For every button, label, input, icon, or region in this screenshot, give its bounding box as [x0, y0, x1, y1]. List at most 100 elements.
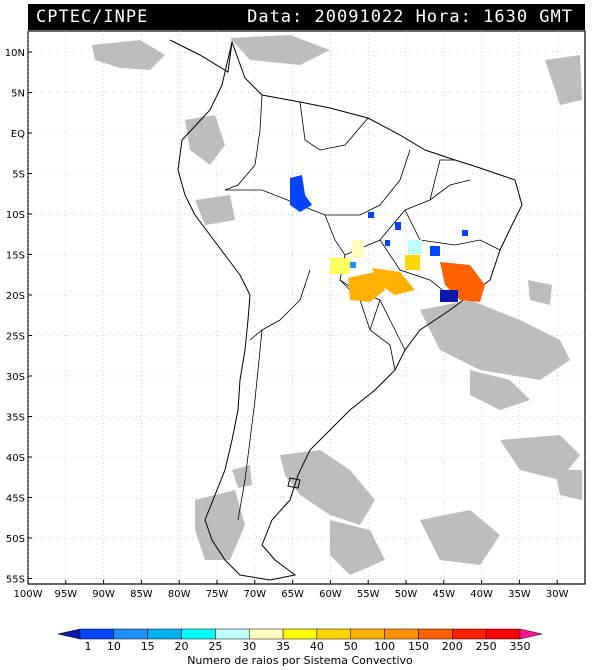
- cloud-region: [195, 490, 245, 560]
- lat-label: 10S: [6, 210, 25, 221]
- cloud-region: [528, 280, 552, 305]
- convective-cell: [290, 175, 312, 212]
- legend-swatch: [79, 628, 115, 640]
- legend-swatch: [181, 628, 216, 640]
- legend-value: 1: [85, 640, 92, 653]
- border: [249, 269, 311, 341]
- legend-value: 200: [442, 640, 463, 653]
- longitude-labels: 100W 95W 90W 85W 80W 75W 70W 65W 60W 55W 50W 45W 40W…: [14, 589, 569, 600]
- map-header: CPTEC/INPE Data: 20091022 Hora: 1630 GMT: [28, 4, 585, 30]
- cloud-region: [185, 115, 225, 165]
- cloud-region: [420, 300, 570, 380]
- lat-label: 50S: [6, 534, 25, 545]
- date-label: Data:: [247, 7, 304, 27]
- cloud-region: [230, 35, 330, 65]
- lat-label: 55S: [6, 575, 25, 586]
- cloud-region: [280, 450, 375, 525]
- convective-cell: [395, 222, 401, 230]
- lon-label: 80W: [168, 589, 191, 600]
- convective-cell: [350, 262, 356, 268]
- lightning-systems: [290, 175, 485, 302]
- convective-cell: [352, 240, 364, 258]
- legend-swatch: [452, 628, 487, 640]
- legend-swatch: [485, 628, 521, 640]
- convective-cell: [430, 246, 440, 256]
- south-america-coast: [177, 40, 523, 581]
- lon-label: 55W: [357, 589, 380, 600]
- convective-cell: [330, 258, 350, 274]
- falklands-coast: [287, 477, 301, 489]
- convective-cell: [368, 212, 374, 218]
- convective-cell: [440, 290, 458, 302]
- legend-value: 25: [208, 640, 222, 653]
- legend-values: 1 10 15 20 25 30 35 40 50 100 150 200 250 350: [85, 640, 531, 653]
- convective-cell: [462, 230, 468, 236]
- lat-label: 45S: [6, 494, 25, 505]
- convective-cell: [385, 240, 390, 246]
- map-frame: [27, 30, 586, 585]
- convective-cell: [348, 272, 385, 302]
- legend-swatch: [418, 628, 453, 640]
- lon-label: 65W: [281, 589, 304, 600]
- border: [224, 94, 263, 191]
- cloud-region: [555, 470, 582, 500]
- lat-label: 35S: [6, 413, 25, 424]
- lon-label: 30W: [546, 589, 569, 600]
- lat-label: 25S: [6, 332, 25, 343]
- state-border: [344, 179, 471, 256]
- legend-value: 100: [374, 640, 395, 653]
- border: [299, 101, 369, 151]
- lon-label: 70W: [243, 589, 266, 600]
- legend-swatch: [57, 628, 81, 640]
- border: [369, 299, 396, 371]
- cloud-region: [500, 435, 580, 480]
- legend-value: 150: [408, 640, 429, 653]
- legend-swatch: [282, 628, 318, 640]
- legend-swatch: [316, 628, 352, 640]
- legend-swatch: [215, 628, 250, 640]
- state-border: [404, 209, 501, 251]
- cloud-region: [330, 520, 385, 575]
- lon-label: 100W: [14, 589, 43, 600]
- lon-label: 35W: [508, 589, 531, 600]
- latitude-labels: 10N 5N EQ 5S 10S 15S 20S 25S 30S 35S 40S 45S 50S 55S: [5, 48, 25, 586]
- legend-swatch: [147, 628, 182, 640]
- lon-label: 85W: [130, 589, 153, 600]
- cloud-cover: [92, 35, 582, 575]
- legend-swatch: [350, 628, 385, 640]
- date-value: 20091022: [314, 7, 405, 27]
- hour-label: Hora:: [415, 7, 472, 27]
- legend-colorbar: [57, 628, 543, 640]
- lat-label: EQ: [11, 129, 25, 140]
- lat-label: 5N: [11, 89, 25, 100]
- timestamp: Data: 20091022 Hora: 1630 GMT: [247, 7, 573, 27]
- legend-value: 250: [476, 640, 497, 653]
- lat-label: 10N: [5, 48, 25, 59]
- convective-cell: [440, 262, 485, 302]
- convective-cell: [372, 268, 415, 295]
- state-border: [325, 149, 411, 216]
- cloud-region: [92, 40, 165, 70]
- lon-label: 60W: [319, 589, 342, 600]
- lat-label: 5S: [12, 170, 25, 181]
- cloud-region: [420, 510, 500, 565]
- convective-cell: [408, 240, 422, 254]
- lon-label: 40W: [470, 589, 493, 600]
- cloud-region: [232, 465, 252, 488]
- cloud-region: [545, 55, 582, 105]
- legend-value: 20: [175, 640, 189, 653]
- legend-value: 10: [107, 640, 121, 653]
- state-border: [429, 159, 455, 201]
- legend-swatch: [113, 628, 148, 640]
- cloud-region: [470, 370, 530, 410]
- coastlines: [169, 39, 523, 581]
- legend-value: 350: [510, 640, 531, 653]
- legend-value: 50: [344, 640, 358, 653]
- central-america-coast: [169, 39, 233, 73]
- lon-label: 90W: [92, 589, 115, 600]
- source-label: CPTEC/INPE: [36, 7, 149, 27]
- legend-value: 35: [276, 640, 290, 653]
- hour-value: 1630 GMT: [483, 7, 573, 27]
- lon-label: 95W: [54, 589, 77, 600]
